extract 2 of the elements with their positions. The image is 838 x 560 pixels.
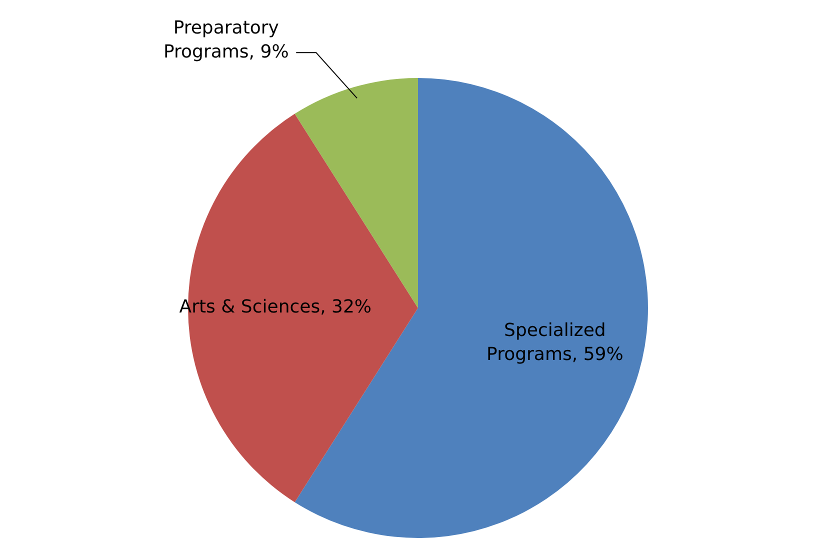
- slice-label: Preparatory Programs, 9%: [163, 17, 289, 62]
- slice-label: Specialized Programs, 59%: [486, 320, 624, 365]
